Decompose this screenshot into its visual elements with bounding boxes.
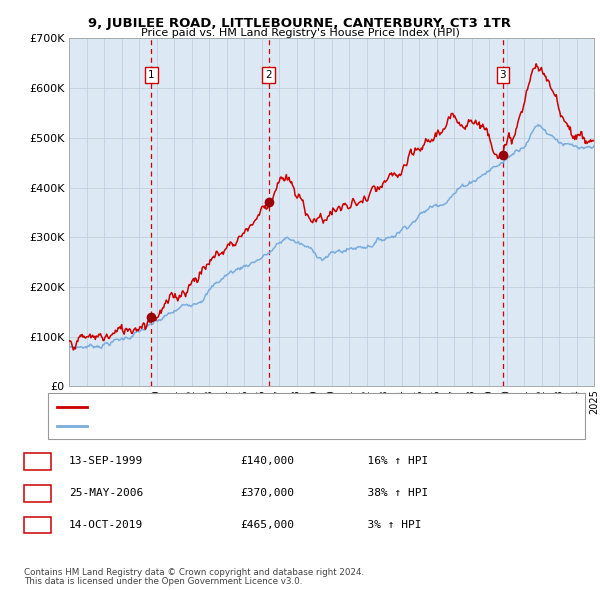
Text: £465,000: £465,000 [240, 520, 294, 530]
Text: 9, JUBILEE ROAD, LITTLEBOURNE, CANTERBURY, CT3 1TR: 9, JUBILEE ROAD, LITTLEBOURNE, CANTERBUR… [89, 17, 511, 30]
Text: 3: 3 [500, 70, 506, 80]
Text: 1: 1 [34, 457, 41, 466]
Text: 2: 2 [265, 70, 272, 80]
Text: £140,000: £140,000 [240, 457, 294, 466]
Text: 25-MAY-2006: 25-MAY-2006 [69, 489, 143, 498]
Text: 1: 1 [148, 70, 155, 80]
Text: 3: 3 [34, 520, 41, 530]
Text: 13-SEP-1999: 13-SEP-1999 [69, 457, 143, 466]
Text: 38% ↑ HPI: 38% ↑ HPI [354, 489, 428, 498]
Text: Price paid vs. HM Land Registry's House Price Index (HPI): Price paid vs. HM Land Registry's House … [140, 28, 460, 38]
Text: 9, JUBILEE ROAD, LITTLEBOURNE, CANTERBURY, CT3 1TR (detached house): 9, JUBILEE ROAD, LITTLEBOURNE, CANTERBUR… [96, 402, 472, 412]
Text: This data is licensed under the Open Government Licence v3.0.: This data is licensed under the Open Gov… [24, 577, 302, 586]
Text: HPI: Average price, detached house, Canterbury: HPI: Average price, detached house, Cant… [96, 421, 337, 431]
Text: 3% ↑ HPI: 3% ↑ HPI [354, 520, 421, 530]
Text: Contains HM Land Registry data © Crown copyright and database right 2024.: Contains HM Land Registry data © Crown c… [24, 568, 364, 577]
Text: 16% ↑ HPI: 16% ↑ HPI [354, 457, 428, 466]
Text: 14-OCT-2019: 14-OCT-2019 [69, 520, 143, 530]
Text: £370,000: £370,000 [240, 489, 294, 498]
Text: 2: 2 [34, 489, 41, 498]
